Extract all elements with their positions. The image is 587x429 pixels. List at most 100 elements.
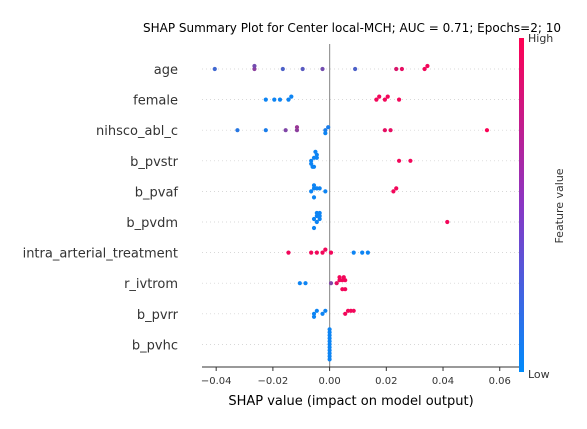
feature-label: r_ivtrom <box>124 277 178 292</box>
shap-point <box>396 97 402 102</box>
shap-point <box>252 66 257 72</box>
feature-label: b_pvdm <box>126 216 178 231</box>
shap-point <box>382 97 387 102</box>
colorbar-label: Feature value <box>553 168 566 243</box>
shap-point <box>327 339 332 344</box>
shap-point <box>313 149 318 154</box>
shap-point <box>343 287 348 292</box>
x-axis-ticks: −0.04 −0.02 0.00 0.02 0.04 0.06 <box>201 367 511 387</box>
shap-point <box>394 186 399 191</box>
feature-label: nihsco_abl_c <box>96 124 178 139</box>
shap-point <box>327 345 332 350</box>
x-tick-label: 0.06 <box>489 376 511 387</box>
shap-point <box>323 128 328 133</box>
shap-point <box>394 66 399 72</box>
shap-point <box>327 336 332 341</box>
shap-point <box>343 311 348 316</box>
x-axis-label: SHAP value (impact on model output) <box>228 394 473 409</box>
shap-point <box>286 250 291 255</box>
x-tick-label: 0.02 <box>375 376 397 387</box>
x-tick-label: −0.02 <box>258 376 289 387</box>
shap-point <box>323 308 328 313</box>
shap-point <box>391 189 396 194</box>
shap-point <box>385 94 390 99</box>
feature-label: b_pvaf <box>135 185 179 200</box>
feature-label: age <box>154 63 178 78</box>
shap-point <box>328 250 334 255</box>
shap-point <box>314 250 319 255</box>
shap-point <box>374 97 379 102</box>
shap-point <box>311 216 317 222</box>
shap-point <box>396 158 402 163</box>
shap-point <box>294 125 300 130</box>
shap-point <box>300 66 305 72</box>
shap-point <box>327 342 332 347</box>
shap-point <box>327 330 332 335</box>
shap-point <box>235 128 240 133</box>
shap-point <box>327 357 332 362</box>
shap-point <box>351 308 356 313</box>
shap-point <box>310 164 315 169</box>
shap-point <box>328 281 334 286</box>
shap-point <box>212 66 217 72</box>
shap-point <box>327 351 332 356</box>
shap-point <box>337 275 342 280</box>
shap-point <box>365 250 370 255</box>
shap-point <box>360 250 365 255</box>
shap-point <box>314 155 319 160</box>
shap-point <box>422 66 427 72</box>
chart-title: SHAP Summary Plot for Center local-MCH; … <box>143 21 561 35</box>
feature-labels: age female nihsco_abl_c b_pvstr b_pvaf b_pvdm… <box>23 63 179 353</box>
shap-point <box>382 128 387 133</box>
colorbar <box>519 38 524 372</box>
shap-point <box>484 128 490 133</box>
feature-gridlines <box>202 68 521 345</box>
shap-point <box>317 216 322 222</box>
x-tick-label: −0.04 <box>201 376 232 387</box>
shap-point <box>353 66 358 72</box>
shap-point <box>377 94 382 99</box>
feature-label: female <box>133 94 178 109</box>
shap-point <box>303 281 308 286</box>
shap-point <box>408 158 413 163</box>
feature-label: b_pvstr <box>130 155 179 170</box>
shap-point <box>425 63 430 69</box>
shap-point <box>311 195 317 200</box>
shap-points <box>212 63 490 362</box>
shap-point <box>445 219 450 225</box>
shap-point <box>327 333 332 338</box>
shap-point <box>326 125 331 130</box>
colorbar-low-label: Low <box>528 368 550 381</box>
shap-point <box>388 128 393 133</box>
shap-point <box>263 128 268 133</box>
shap-point <box>327 354 332 359</box>
shap-point <box>320 250 325 255</box>
shap-point <box>334 281 339 286</box>
shap-point <box>280 66 285 72</box>
shap-point <box>311 311 317 316</box>
shap-point <box>351 250 356 255</box>
shap-point <box>311 225 317 231</box>
shap-point <box>323 189 328 194</box>
shap-point <box>263 97 268 102</box>
x-tick-label: 0.00 <box>318 376 340 387</box>
shap-point <box>297 281 302 286</box>
shap-point <box>341 275 346 280</box>
shap-point <box>399 66 405 72</box>
shap-point <box>314 308 319 313</box>
shap-point <box>277 97 283 102</box>
feature-label: b_pvhc <box>132 338 178 353</box>
shap-point <box>327 327 332 332</box>
shap-point <box>283 128 288 133</box>
shap-point <box>286 97 291 102</box>
shap-point <box>294 128 300 133</box>
shap-point <box>309 250 314 255</box>
shap-point <box>323 247 328 252</box>
feature-label: intra_arterial_treatment <box>23 247 178 262</box>
x-tick-label: 0.04 <box>432 376 454 387</box>
shap-point <box>309 158 314 163</box>
shap-point <box>309 189 314 194</box>
shap-point <box>252 63 257 69</box>
shap-point <box>311 183 317 188</box>
